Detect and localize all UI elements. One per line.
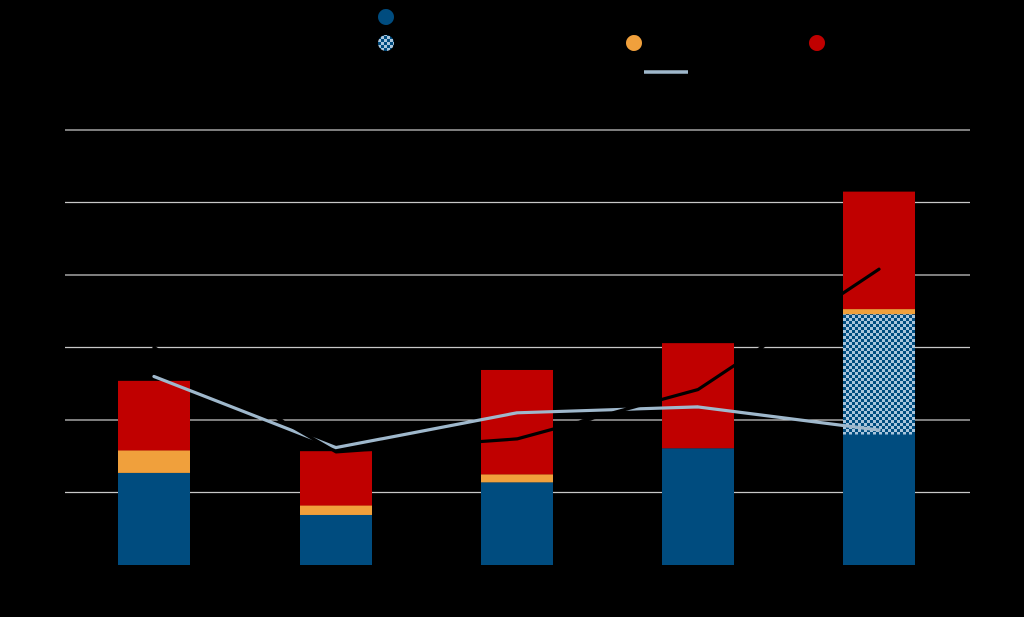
bar-segment-orange [118, 450, 190, 473]
bar-segment-red [300, 451, 372, 506]
bars [118, 191, 915, 565]
bar-segment-orange [843, 309, 915, 315]
series-line-dark_line [152, 267, 881, 454]
bar-segment-red [118, 380, 190, 451]
legend-marker-dot [378, 9, 394, 25]
bar-segment-orange [481, 474, 553, 483]
bar-segment-blue [481, 482, 553, 565]
legend-marker-dot [809, 35, 825, 51]
legend-marker-dot [626, 35, 642, 51]
legend-marker-dot [378, 35, 394, 51]
bar-segment-blue_pattern [843, 314, 915, 435]
legend [378, 9, 825, 74]
bar-segment-blue [118, 472, 190, 565]
lines [152, 267, 881, 454]
bar-segment-orange [300, 505, 372, 515]
series-line-light_line [152, 374, 881, 450]
bar-segment-red [843, 191, 915, 310]
bar-segment-blue [300, 514, 372, 565]
bar-segment-red [481, 369, 553, 475]
bar-segment-blue [662, 448, 734, 565]
bar-segment-blue [843, 434, 915, 565]
